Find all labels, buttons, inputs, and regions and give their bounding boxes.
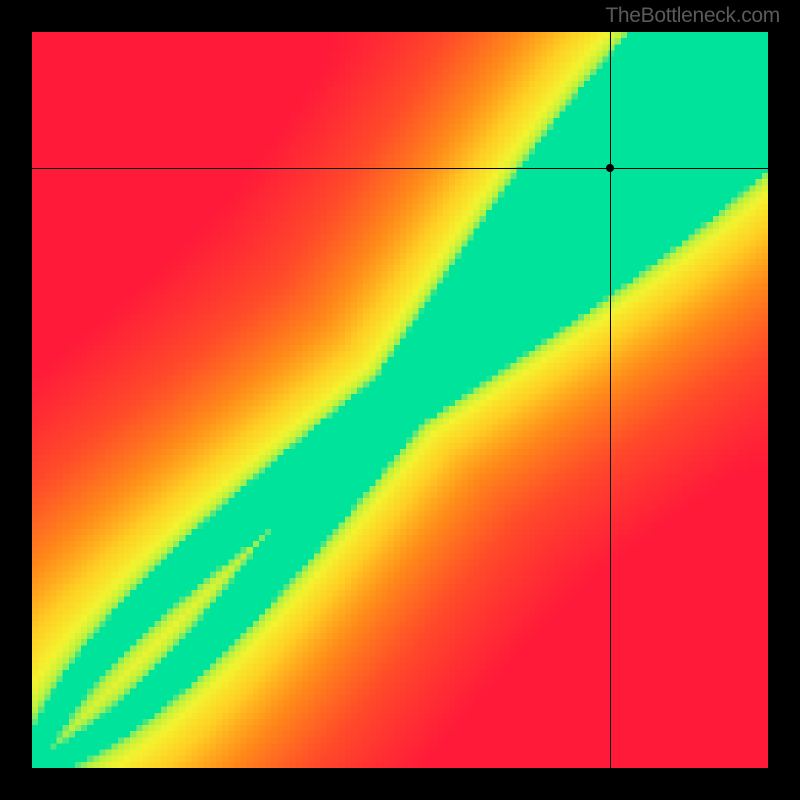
crosshair-horizontal xyxy=(32,168,768,169)
heatmap-plot xyxy=(32,32,768,768)
crosshair-vertical xyxy=(610,32,611,768)
watermark: TheBottleneck.com xyxy=(605,4,780,28)
heatmap-canvas xyxy=(32,32,768,768)
marker-point xyxy=(606,164,614,172)
